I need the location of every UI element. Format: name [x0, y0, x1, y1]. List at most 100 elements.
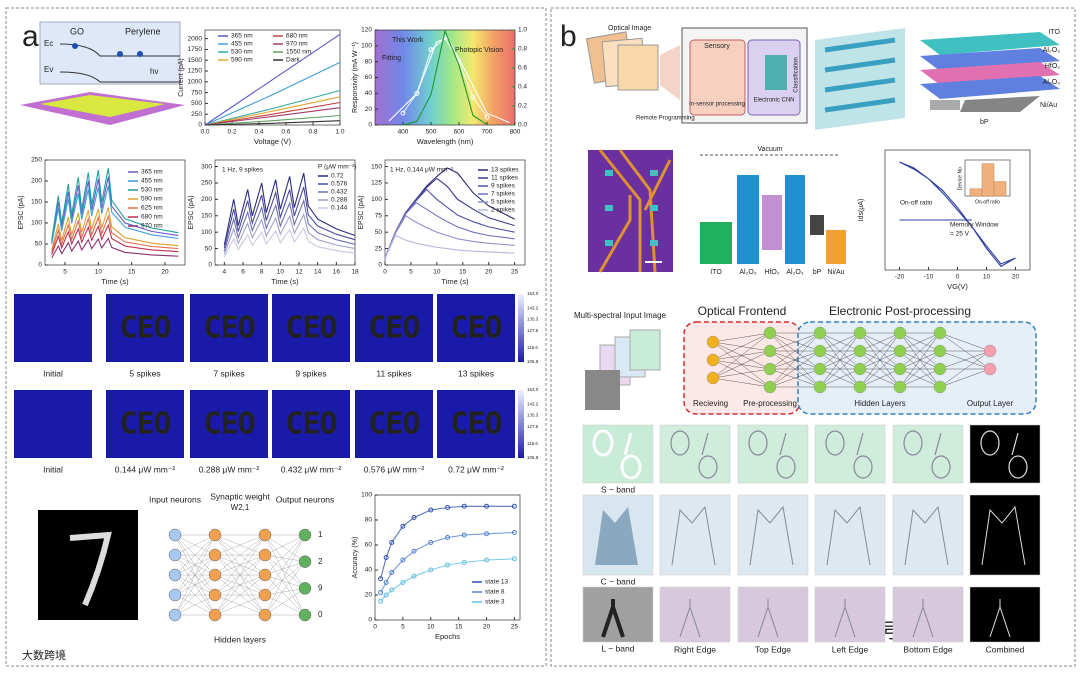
stroke	[595, 507, 638, 565]
edge	[819, 332, 861, 352]
edge	[819, 368, 861, 388]
heatmap-caption: Initial	[43, 368, 63, 378]
inset-bar	[993, 181, 1007, 197]
label: Input neurons	[149, 494, 201, 504]
y-tick-label: 1250	[188, 68, 203, 75]
legend-label: 455 nm	[141, 178, 163, 185]
y-tick-label: 150	[201, 213, 212, 220]
y-tick-label: 1000	[188, 79, 203, 86]
heatmap	[14, 294, 92, 362]
output-label: 0	[318, 610, 323, 619]
edge	[264, 554, 306, 562]
edge	[859, 350, 901, 388]
stroke	[980, 430, 1000, 456]
x-axis-label: VG(V)	[947, 282, 968, 291]
x-tick-label: 400	[398, 129, 409, 136]
colorbar-label: 105.8	[527, 455, 539, 460]
series-label: This Work	[392, 37, 424, 44]
edge	[264, 561, 306, 596]
y-tick-label: 750	[191, 89, 202, 96]
heatmap-caption: 9 spikes	[295, 368, 326, 378]
y2-tick-label: 0.2	[518, 103, 527, 110]
neuron	[853, 326, 867, 340]
edge	[214, 534, 266, 576]
series-line	[380, 531, 515, 593]
y-tick-label: 100	[371, 196, 382, 203]
x-tick-label: 20	[485, 269, 493, 276]
heatmap-caption: 0.72 μW mm⁻²	[448, 464, 504, 474]
colorbar-label: 127.5	[527, 328, 539, 333]
layer-label: HfO₂	[1045, 63, 1060, 70]
legend-label: 2 spikes	[491, 207, 516, 214]
point	[400, 557, 406, 563]
neuron	[933, 326, 947, 340]
x-tick-label: 20	[1012, 274, 1020, 281]
y-tick-label: 150	[371, 163, 382, 170]
heatmap-pattern: CEO	[285, 311, 336, 346]
x-tick-label: 16	[333, 269, 341, 276]
layer-label: Recieving	[693, 399, 728, 408]
y-axis-label: EPSC (pA)	[18, 195, 25, 229]
edge	[264, 554, 306, 616]
panel-b-frame	[550, 7, 1076, 667]
series-line	[204, 107, 341, 126]
edge	[859, 332, 901, 388]
edge	[264, 554, 306, 589]
grid-image	[659, 424, 731, 484]
series-line	[899, 161, 1016, 268]
x-tick-label: 20	[483, 624, 491, 631]
edge	[819, 332, 861, 370]
neuron	[298, 608, 312, 622]
neuron	[208, 528, 222, 542]
y-axis-label: Current (pA)	[178, 58, 185, 97]
colorbar-label: 115.6	[527, 441, 538, 446]
stroke	[748, 430, 768, 456]
series-line	[380, 558, 515, 602]
series-line	[204, 120, 341, 126]
heatmap-caption: 13 spikes	[458, 368, 494, 378]
edge	[899, 368, 941, 388]
stroke	[1011, 432, 1019, 456]
stroke	[701, 432, 709, 456]
point	[428, 567, 434, 573]
heatmap-pattern: CEO	[203, 311, 254, 346]
colorbar-label: 153.0	[527, 291, 539, 296]
legend-label: Dark	[286, 57, 300, 64]
series-line	[204, 61, 341, 126]
legend-label: 11 spikes	[491, 175, 519, 182]
edge	[712, 350, 771, 379]
legend-label: 13 spikes	[491, 167, 519, 174]
y-tick-label: 50	[205, 245, 213, 252]
neuron	[208, 588, 222, 602]
edge	[214, 534, 266, 616]
post-label: Electronic Post-processing	[829, 304, 971, 318]
grid-image	[892, 494, 964, 576]
series-line	[223, 186, 356, 249]
stroke	[853, 455, 873, 479]
plot-frame	[44, 159, 186, 266]
series-line	[223, 172, 356, 246]
y-tick-label: 75	[375, 213, 383, 220]
column-label: Bottom Edge	[903, 644, 952, 654]
stroke	[1008, 455, 1028, 479]
grid-image	[737, 494, 809, 576]
point	[411, 548, 417, 554]
series-line	[51, 223, 179, 255]
stroke	[670, 430, 690, 456]
colorbar-label: 105.8	[527, 359, 539, 364]
legend-label: 970 nm	[141, 223, 163, 230]
y-tick-label: 250	[191, 111, 202, 118]
neuron	[258, 608, 272, 622]
x-tick-label: 600	[454, 129, 465, 136]
legend-label: state 3	[485, 599, 505, 606]
heatmap	[272, 390, 350, 458]
neuron	[893, 380, 907, 394]
edge	[712, 332, 771, 343]
edge	[264, 588, 306, 616]
legend-label: 365 nm	[141, 169, 163, 176]
series-label: Fitting	[382, 55, 401, 62]
neuron	[258, 548, 272, 562]
y-tick-label: 40	[365, 90, 373, 97]
neuron	[168, 528, 182, 542]
stroke	[834, 599, 856, 638]
